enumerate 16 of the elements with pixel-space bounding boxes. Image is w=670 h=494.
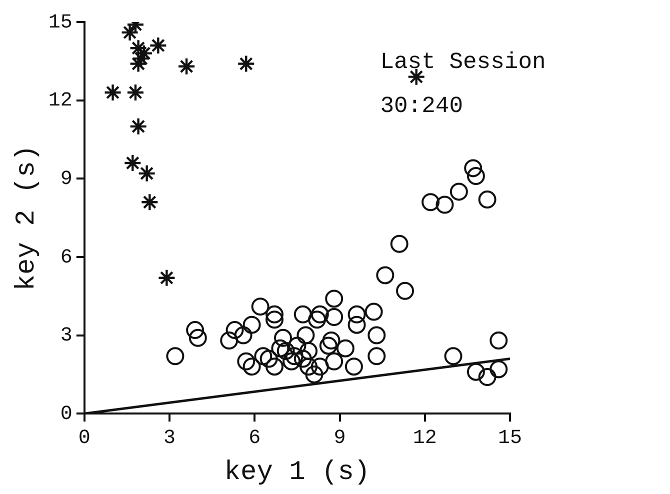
y-tick-label: 0 xyxy=(60,402,72,426)
annotation: 30:240 xyxy=(380,93,464,120)
x-tick-label: 3 xyxy=(164,426,176,450)
y-tick-label: 6 xyxy=(60,246,72,270)
x-tick-label: 6 xyxy=(248,426,261,450)
x-tick-label: 0 xyxy=(78,426,90,450)
y-tick-label: 3 xyxy=(60,324,72,348)
x-tick-label: 12 xyxy=(412,426,437,450)
x-tick-label: 9 xyxy=(334,426,346,450)
y-tick-label: 9 xyxy=(60,168,72,191)
x-axis-title: key 1 (s) xyxy=(224,458,370,488)
y-tick-label: 15 xyxy=(48,11,72,34)
annotation: Last Session xyxy=(380,49,546,76)
y-axis-title: key 2 (s) xyxy=(12,144,42,291)
x-tick-label: 15 xyxy=(498,426,522,450)
y-tick-label: 12 xyxy=(48,90,72,113)
